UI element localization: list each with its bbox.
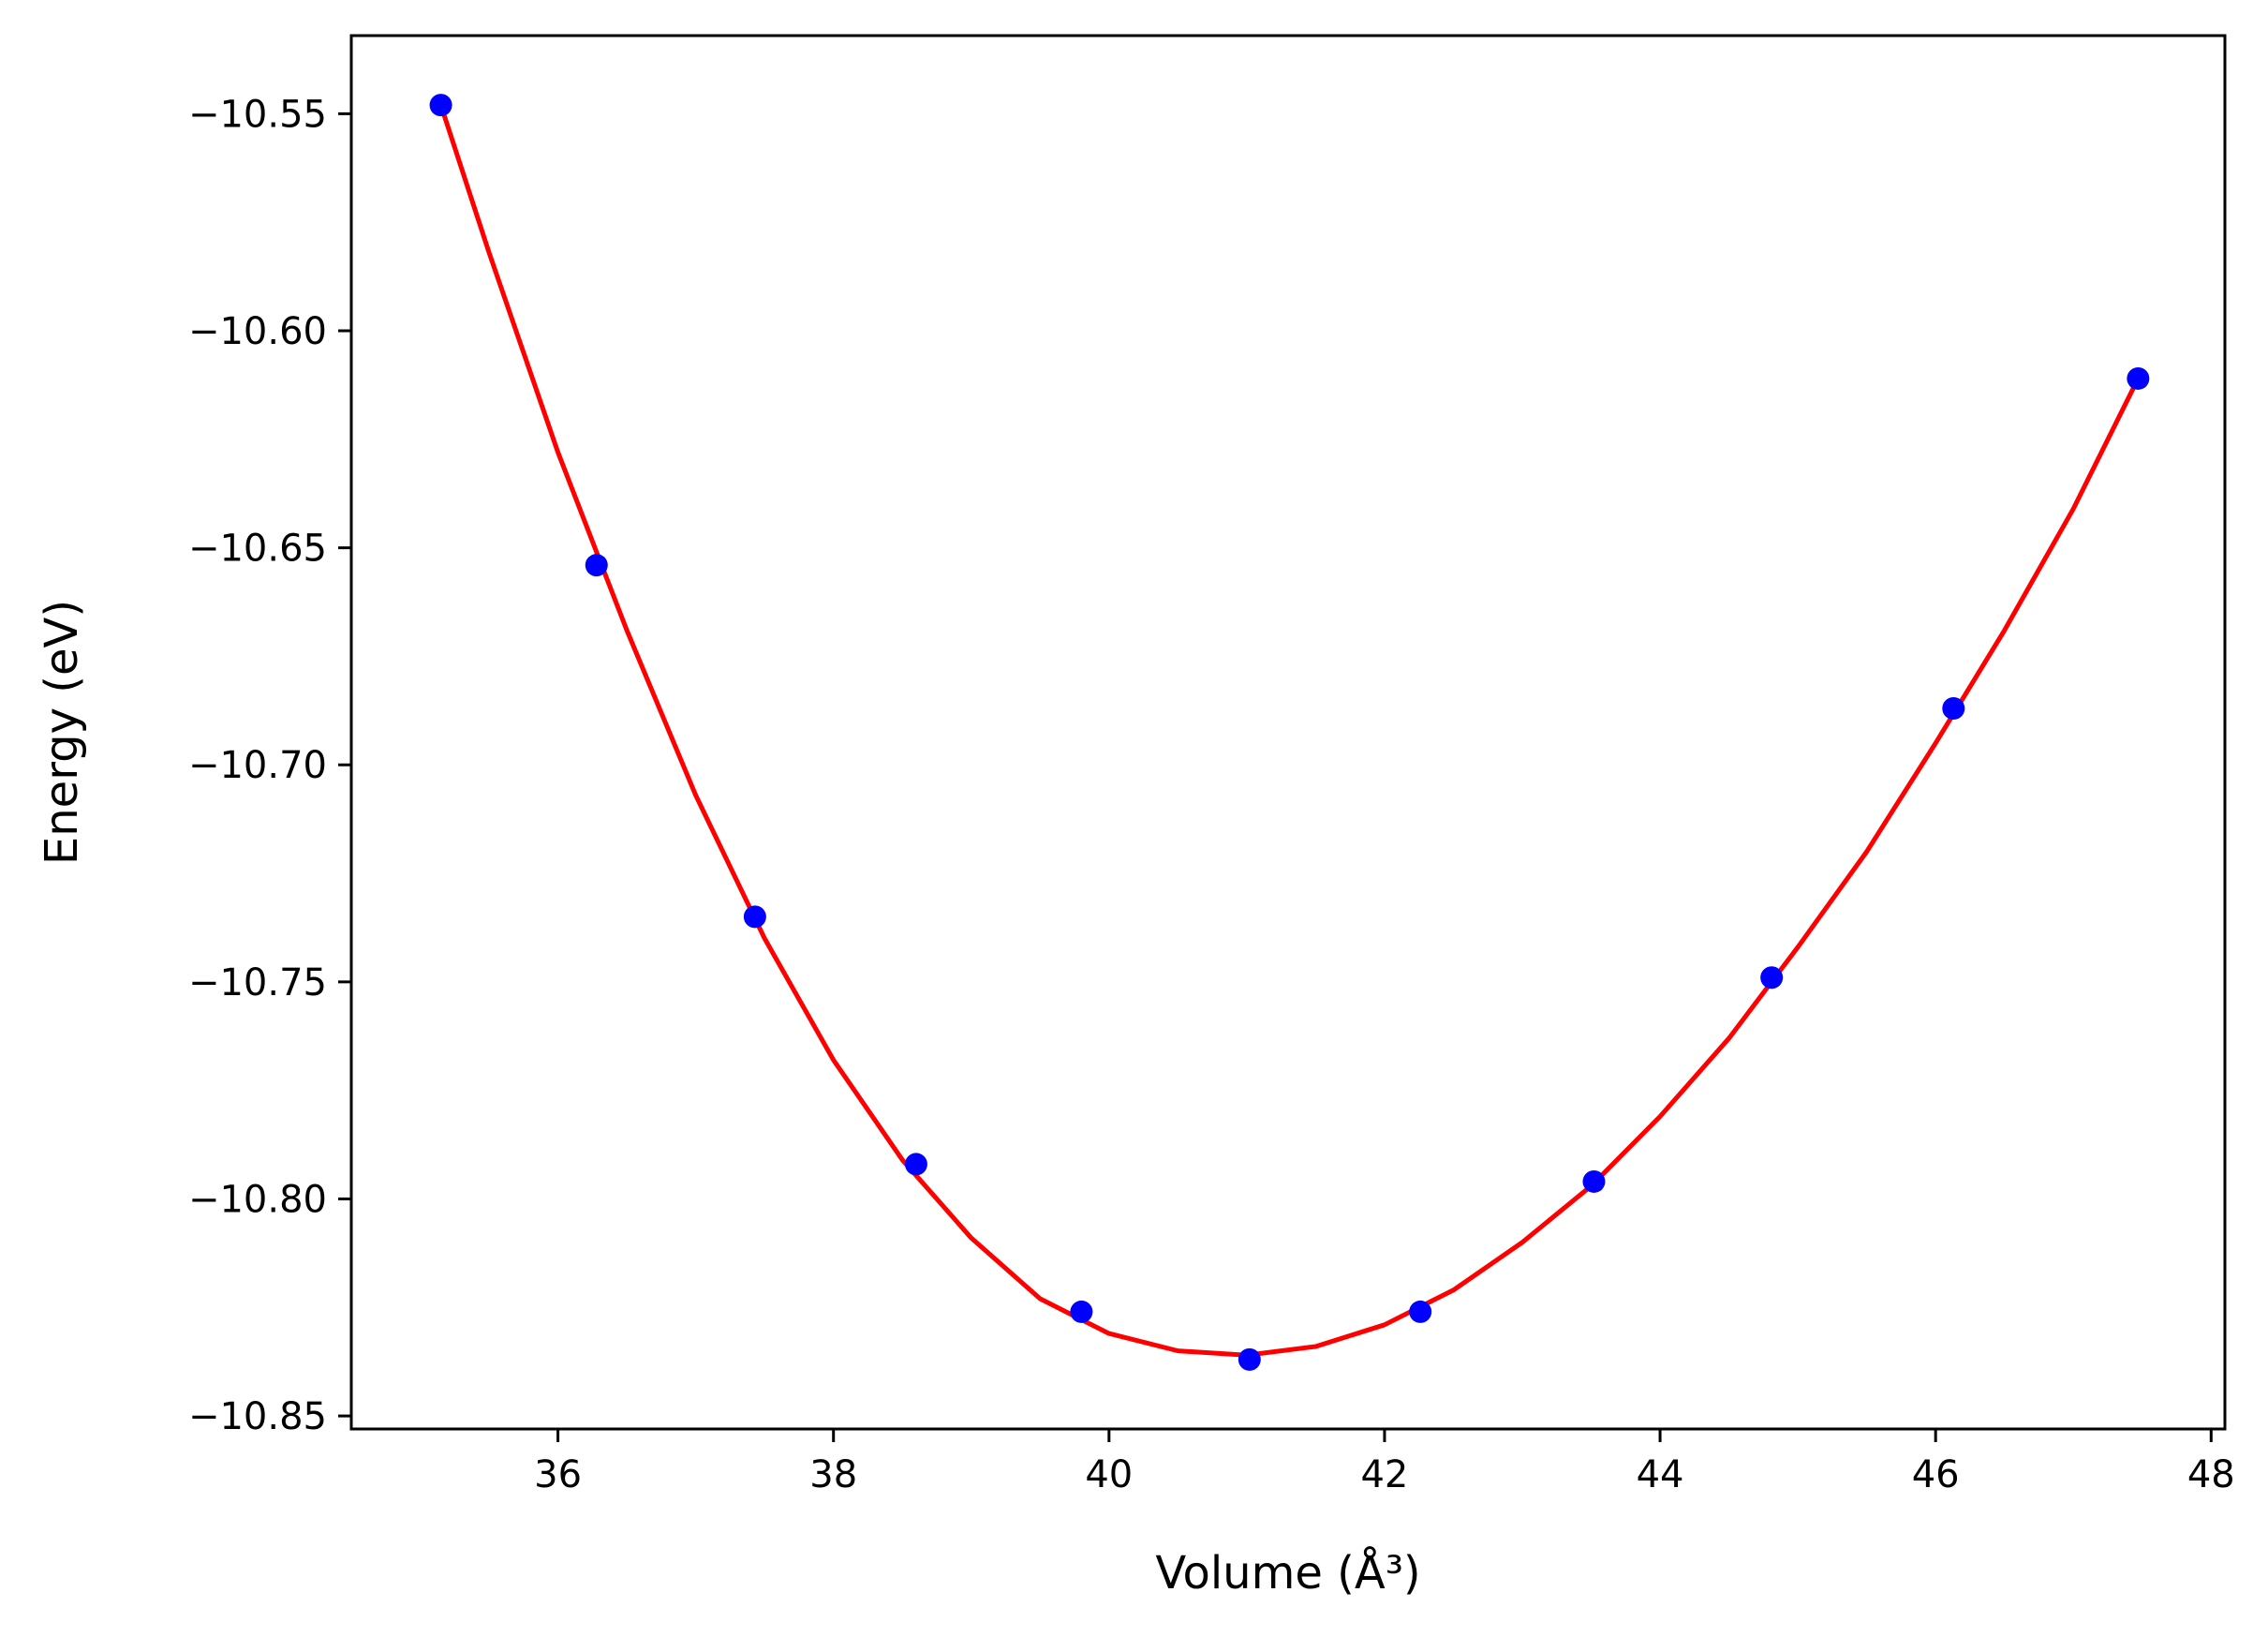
y-tick-label: −10.60 — [188, 310, 327, 353]
y-tick-label: −10.85 — [188, 1395, 327, 1438]
y-tick-label: −10.80 — [188, 1178, 327, 1221]
data-point-3 — [743, 905, 766, 929]
x-tick-label: 36 — [534, 1453, 582, 1496]
plot-area — [429, 94, 2150, 1371]
y-axis-ticks: −10.55 −10.60 −10.65 −10.70 −10.75 −10.80 −10.… — [188, 93, 351, 1438]
x-tick-label: 44 — [1637, 1453, 1684, 1496]
x-tick-label: 42 — [1360, 1453, 1408, 1496]
data-point-5 — [1070, 1300, 1093, 1323]
x-tick-label: 46 — [1912, 1453, 1960, 1496]
data-point-8 — [1582, 1169, 1606, 1193]
data-points — [429, 94, 2150, 1371]
y-tick-label: −10.75 — [188, 961, 327, 1005]
x-tick-label: 48 — [2187, 1453, 2235, 1496]
x-tick-label: 38 — [809, 1453, 857, 1496]
y-tick-label: −10.70 — [188, 744, 327, 787]
y-tick-label: −10.65 — [188, 528, 327, 571]
data-point-7 — [1409, 1300, 1432, 1323]
data-point-1 — [429, 94, 452, 117]
x-tick-label: 40 — [1085, 1453, 1133, 1496]
x-axis-ticks: 36 38 40 42 44 46 48 — [534, 1429, 2235, 1496]
data-point-4 — [904, 1153, 927, 1176]
fit-curve — [438, 102, 2141, 1358]
data-point-10 — [1942, 697, 1965, 721]
data-point-6 — [1238, 1347, 1261, 1371]
plot-frame — [349, 34, 2227, 1431]
y-axis-label: Energy (eV) — [36, 600, 88, 865]
y-tick-label: −10.55 — [188, 93, 327, 136]
x-axis-label: Volume (Å³) — [1155, 1546, 1420, 1600]
data-point-9 — [1760, 966, 1784, 990]
data-point-2 — [585, 554, 608, 577]
data-point-11 — [2127, 366, 2150, 390]
